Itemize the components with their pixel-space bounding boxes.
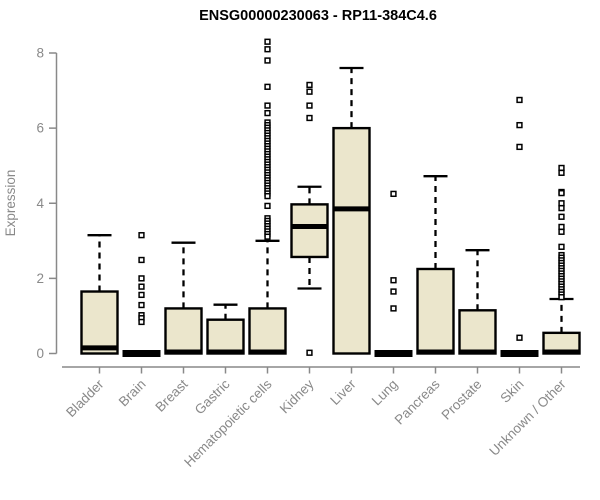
y-tick-label-2: 2: [36, 271, 44, 286]
box-flat-brain: [122, 350, 161, 357]
x-tick-label-skin: Skin: [497, 377, 526, 406]
x-tick-label-gastric: Gastric: [192, 376, 233, 417]
outlier-lung-1: [390, 277, 397, 284]
x-tick-label-unknown-other: Unknown / Other: [486, 376, 569, 459]
outlier-lung-3: [390, 305, 397, 312]
outlier-skin-1: [516, 121, 523, 129]
outlier-skin-0: [516, 96, 523, 104]
outlier-lung-2: [390, 288, 397, 295]
outlier-unknown-other-26: [558, 294, 565, 301]
outlier-brain-5: [138, 301, 145, 309]
outlier-brain-1: [138, 256, 145, 264]
x-tick-label-liver: Liver: [327, 376, 359, 408]
outlier-kidney-1: [306, 88, 313, 95]
y-tick-label-4: 4: [36, 196, 44, 211]
outlier-brain-0: [138, 232, 145, 239]
outlier-lung-0: [390, 190, 397, 198]
outlier-unknown-other-3: [558, 189, 565, 197]
outlier-hematopoietic-cells-4: [264, 102, 271, 109]
outlier-hematopoietic-cells-2: [264, 57, 271, 64]
y-tick-label-8: 8: [36, 46, 44, 61]
outlier-brain-3: [138, 283, 145, 290]
outlier-kidney-2: [306, 102, 313, 109]
x-tick-label-prostate: Prostate: [438, 377, 484, 423]
outlier-brain-4: [138, 291, 145, 299]
outlier-unknown-other-8: [558, 228, 565, 235]
box-hematopoietic-cells: [248, 307, 287, 355]
outlier-hematopoietic-cells-1: [264, 46, 271, 53]
outlier-kidney-0: [306, 81, 313, 89]
outlier-unknown-other-1: [558, 169, 565, 176]
outlier-brain-2: [138, 275, 145, 282]
box-pancreas: [416, 267, 455, 355]
box-prostate: [458, 309, 497, 355]
outlier-brain-8: [138, 318, 145, 326]
outlier-hematopoietic-cells-5: [264, 109, 271, 117]
outlier-hematopoietic-cells-3: [264, 83, 271, 90]
outlier-unknown-other-6: [558, 213, 565, 220]
box-flat-skin: [500, 350, 539, 357]
outlier-unknown-other-5: [558, 204, 565, 212]
outlier-skin-2: [516, 143, 523, 151]
x-tick-label-brain: Brain: [116, 377, 149, 410]
box-kidney: [290, 203, 329, 259]
outlier-hematopoietic-cells-43: [264, 233, 271, 240]
chart-title: ENSG00000230063 - RP11-384C4.6: [199, 8, 437, 24]
outlier-unknown-other-9: [558, 243, 565, 250]
outlier-kidney-3: [306, 114, 313, 122]
x-tick-label-bladder: Bladder: [63, 376, 107, 420]
x-tick-label-breast: Breast: [152, 376, 190, 414]
box-breast: [164, 307, 203, 355]
x-tick-label-pancreas: Pancreas: [392, 376, 443, 427]
y-tick-label-6: 6: [36, 121, 44, 136]
outlier-unknown-other-4: [558, 200, 565, 207]
y-tick-label-0: 0: [36, 346, 44, 361]
x-tick-label-lung: Lung: [369, 377, 401, 409]
box-gastric: [206, 318, 245, 355]
box-flat-lung: [374, 350, 413, 357]
y-axis-label: Expression: [3, 170, 18, 237]
outlier-hematopoietic-cells-35: [264, 202, 271, 210]
outlier-hematopoietic-cells-0: [264, 38, 271, 45]
outlier-skin-3: [516, 334, 523, 341]
outlier-unknown-other-7: [558, 223, 565, 231]
box-liver: [332, 126, 371, 355]
outlier-kidney-4: [306, 349, 313, 356]
outlier-unknown-other-0: [558, 164, 565, 172]
box-bladder: [80, 290, 119, 355]
x-tick-label-kidney: Kidney: [277, 376, 317, 416]
outlier-hematopoietic-cells-34: [264, 192, 271, 200]
